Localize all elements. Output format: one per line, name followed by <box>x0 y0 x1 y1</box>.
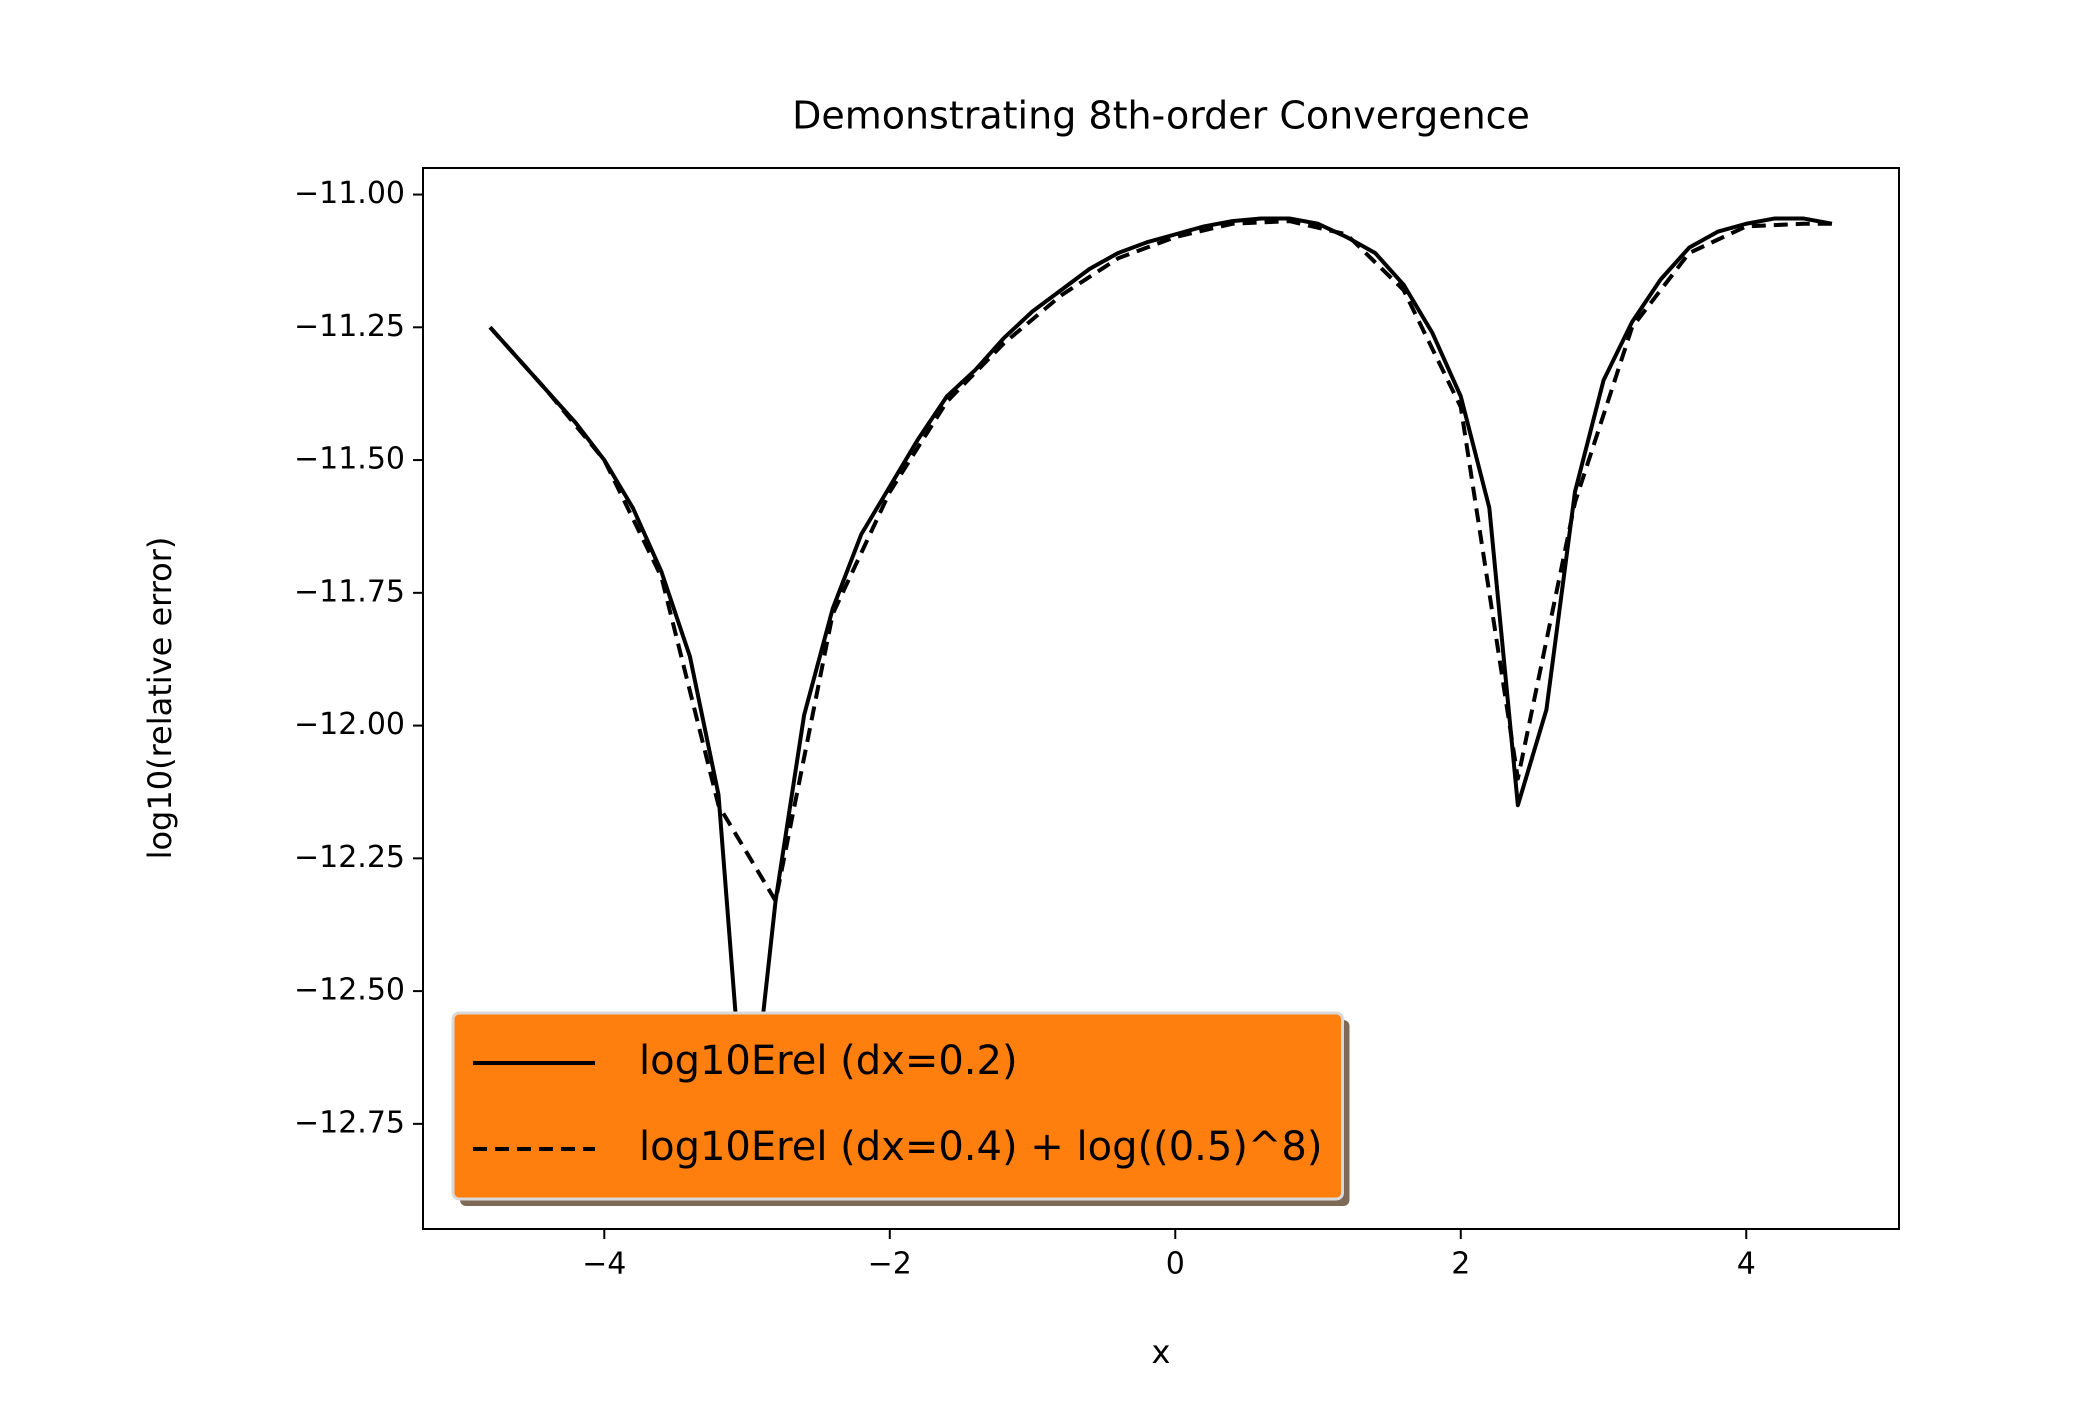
legend-label: log10Erel (dx=0.4) + log((0.5)^8) <box>639 1124 1322 1170</box>
y-axis-label: log10(relative error) <box>141 537 179 860</box>
series-line <box>488 219 1832 903</box>
x-tick-label: −4 <box>582 1247 626 1282</box>
chart-title: Demonstrating 8th-order Convergence <box>792 94 1530 138</box>
series-line <box>488 216 1833 1164</box>
x-tick-label: 4 <box>1737 1247 1756 1282</box>
x-tick-label: 0 <box>1166 1247 1185 1282</box>
y-tick-label: −11.25 <box>294 309 405 344</box>
legend: log10Erel (dx=0.2) log10Erel (dx=0.4) + l… <box>451 1011 1350 1206</box>
y-tick-label: −11.00 <box>294 176 405 211</box>
x-tick-label: −2 <box>868 1247 912 1282</box>
y-tick-label: −11.50 <box>294 442 405 477</box>
y-tick-label: −12.75 <box>294 1105 405 1140</box>
y-tick-label: −12.00 <box>294 707 405 742</box>
x-tick-label: 2 <box>1451 1247 1470 1282</box>
y-tick-label: −11.75 <box>294 574 405 609</box>
x-axis-label: x <box>1152 1333 1171 1371</box>
legend-box <box>451 1011 1344 1201</box>
y-tick-label: −12.25 <box>294 840 405 875</box>
legend-label: log10Erel (dx=0.2) <box>639 1038 1018 1084</box>
plot-frame <box>422 167 1900 1230</box>
y-tick-label: −12.50 <box>294 973 405 1008</box>
